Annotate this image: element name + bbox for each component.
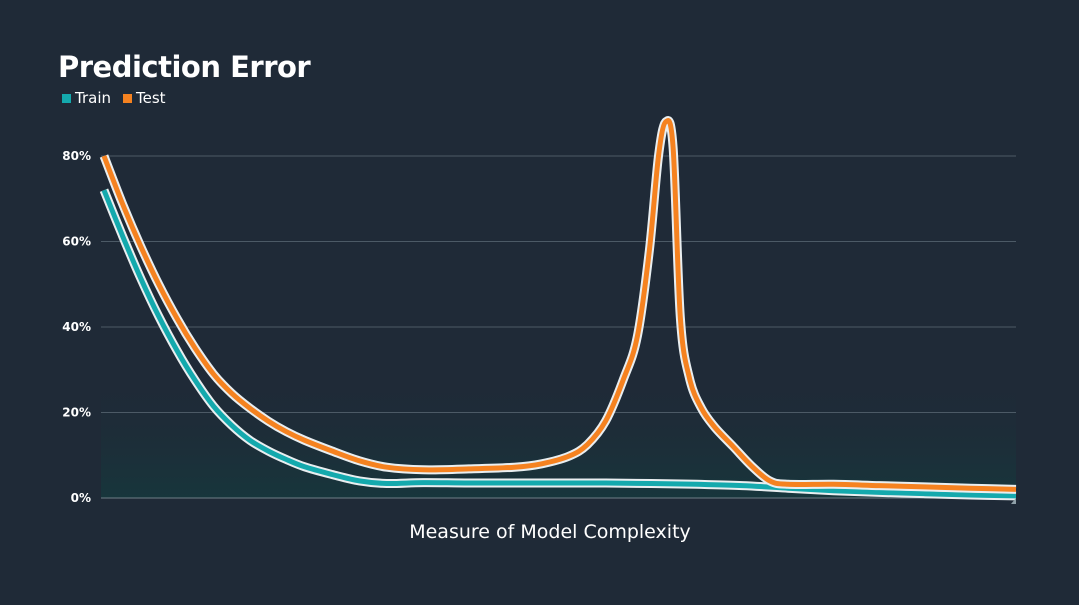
legend-item-train: Train — [62, 89, 111, 107]
plot-area-glow — [101, 368, 1016, 498]
y-tick-label: 0% — [71, 491, 91, 505]
y-tick-label: 40% — [62, 320, 91, 334]
y-tick-label: 20% — [62, 406, 91, 420]
legend-item-test: Test — [123, 89, 166, 107]
legend-swatch-train — [62, 93, 71, 103]
legend: Train Test — [62, 89, 166, 107]
series-line-test — [101, 118, 1017, 492]
chart-title: Prediction Error — [58, 50, 311, 84]
legend-label-test: Test — [136, 89, 166, 107]
legend-label-train: Train — [75, 89, 111, 107]
x-axis-title: Measure of Model Complexity — [409, 521, 691, 543]
axis-end-marker — [1011, 498, 1016, 504]
y-tick-label: 80% — [62, 149, 91, 163]
y-tick-label: 60% — [62, 235, 91, 249]
legend-swatch-test — [123, 93, 132, 103]
